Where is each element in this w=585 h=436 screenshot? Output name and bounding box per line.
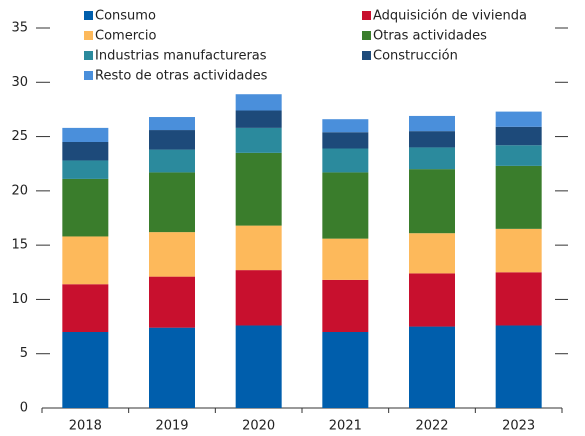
legend-label: Construcción	[373, 49, 458, 64]
y-tick-label: 0	[20, 401, 28, 416]
bar-segment	[62, 160, 109, 179]
legend-label: Otras actividades	[373, 29, 487, 44]
bar-segment	[322, 172, 369, 239]
x-tick-label: 2020	[242, 419, 275, 434]
x-tick-label: 2023	[502, 419, 535, 434]
legend-swatch	[362, 11, 371, 20]
bar-segment	[495, 228, 542, 273]
bar-segment	[495, 325, 542, 408]
bar-segment	[235, 94, 282, 111]
bar-segment	[322, 119, 369, 133]
bar-segment	[149, 130, 195, 150]
legend-label: Resto de otras actividades	[95, 69, 268, 84]
bar-segment	[409, 115, 455, 132]
bar-segment	[409, 131, 455, 148]
x-tick-label: 2021	[329, 419, 362, 434]
legend-label: Comercio	[95, 29, 157, 44]
bar-segment	[235, 110, 282, 128]
bar-segment	[149, 327, 195, 408]
bar-segment	[235, 270, 282, 326]
legend-swatch	[362, 31, 371, 40]
legend-swatch	[84, 31, 93, 40]
y-tick-label: 20	[11, 183, 28, 198]
bar-segment	[495, 145, 542, 166]
bar-segment	[409, 169, 455, 234]
bar-segment	[62, 178, 109, 237]
legend-swatch	[362, 51, 371, 60]
legend-label: Industrias manufactureras	[95, 49, 267, 64]
bar-segment	[62, 236, 109, 285]
bar-segment	[235, 152, 282, 226]
bar-segment	[149, 232, 195, 277]
bar-segment	[409, 147, 455, 170]
bar-segment	[322, 132, 369, 149]
x-tick-label: 2018	[69, 419, 102, 434]
bar-segment	[322, 279, 369, 332]
bar-segment	[235, 127, 282, 153]
bar-segment	[235, 325, 282, 408]
bar-segment	[495, 272, 542, 326]
bar-segment	[149, 276, 195, 328]
legend-swatch	[84, 51, 93, 60]
bar-segment	[149, 172, 195, 233]
y-tick-label: 30	[11, 75, 28, 90]
y-tick-label: 15	[11, 238, 28, 253]
bar-segment	[322, 332, 369, 408]
bar-segment	[409, 273, 455, 327]
legend-swatch	[84, 11, 93, 20]
bar-segment	[495, 165, 542, 229]
bar-segment	[495, 111, 542, 127]
legend-label: Adquisición de vivienda	[373, 9, 527, 24]
bar-segment	[322, 148, 369, 173]
bar-segment	[62, 284, 109, 332]
bar-segment	[235, 225, 282, 271]
x-tick-label: 2022	[415, 419, 448, 434]
bar-segment	[62, 332, 109, 408]
x-tick-label: 2019	[155, 419, 188, 434]
y-tick-label: 5	[20, 346, 28, 361]
bar-segment	[322, 238, 369, 280]
bar-segment	[62, 142, 109, 161]
bar-segment	[409, 326, 455, 408]
bar-segment	[149, 149, 195, 173]
bar-segment	[495, 126, 542, 146]
bar-segment	[149, 117, 195, 131]
bar-segment	[62, 127, 109, 142]
y-tick-label: 25	[11, 129, 28, 144]
y-tick-label: 10	[11, 292, 28, 307]
bar-segment	[409, 233, 455, 274]
y-tick-label: 35	[11, 21, 28, 36]
legend-label: Consumo	[95, 9, 156, 24]
legend-swatch	[84, 71, 93, 80]
